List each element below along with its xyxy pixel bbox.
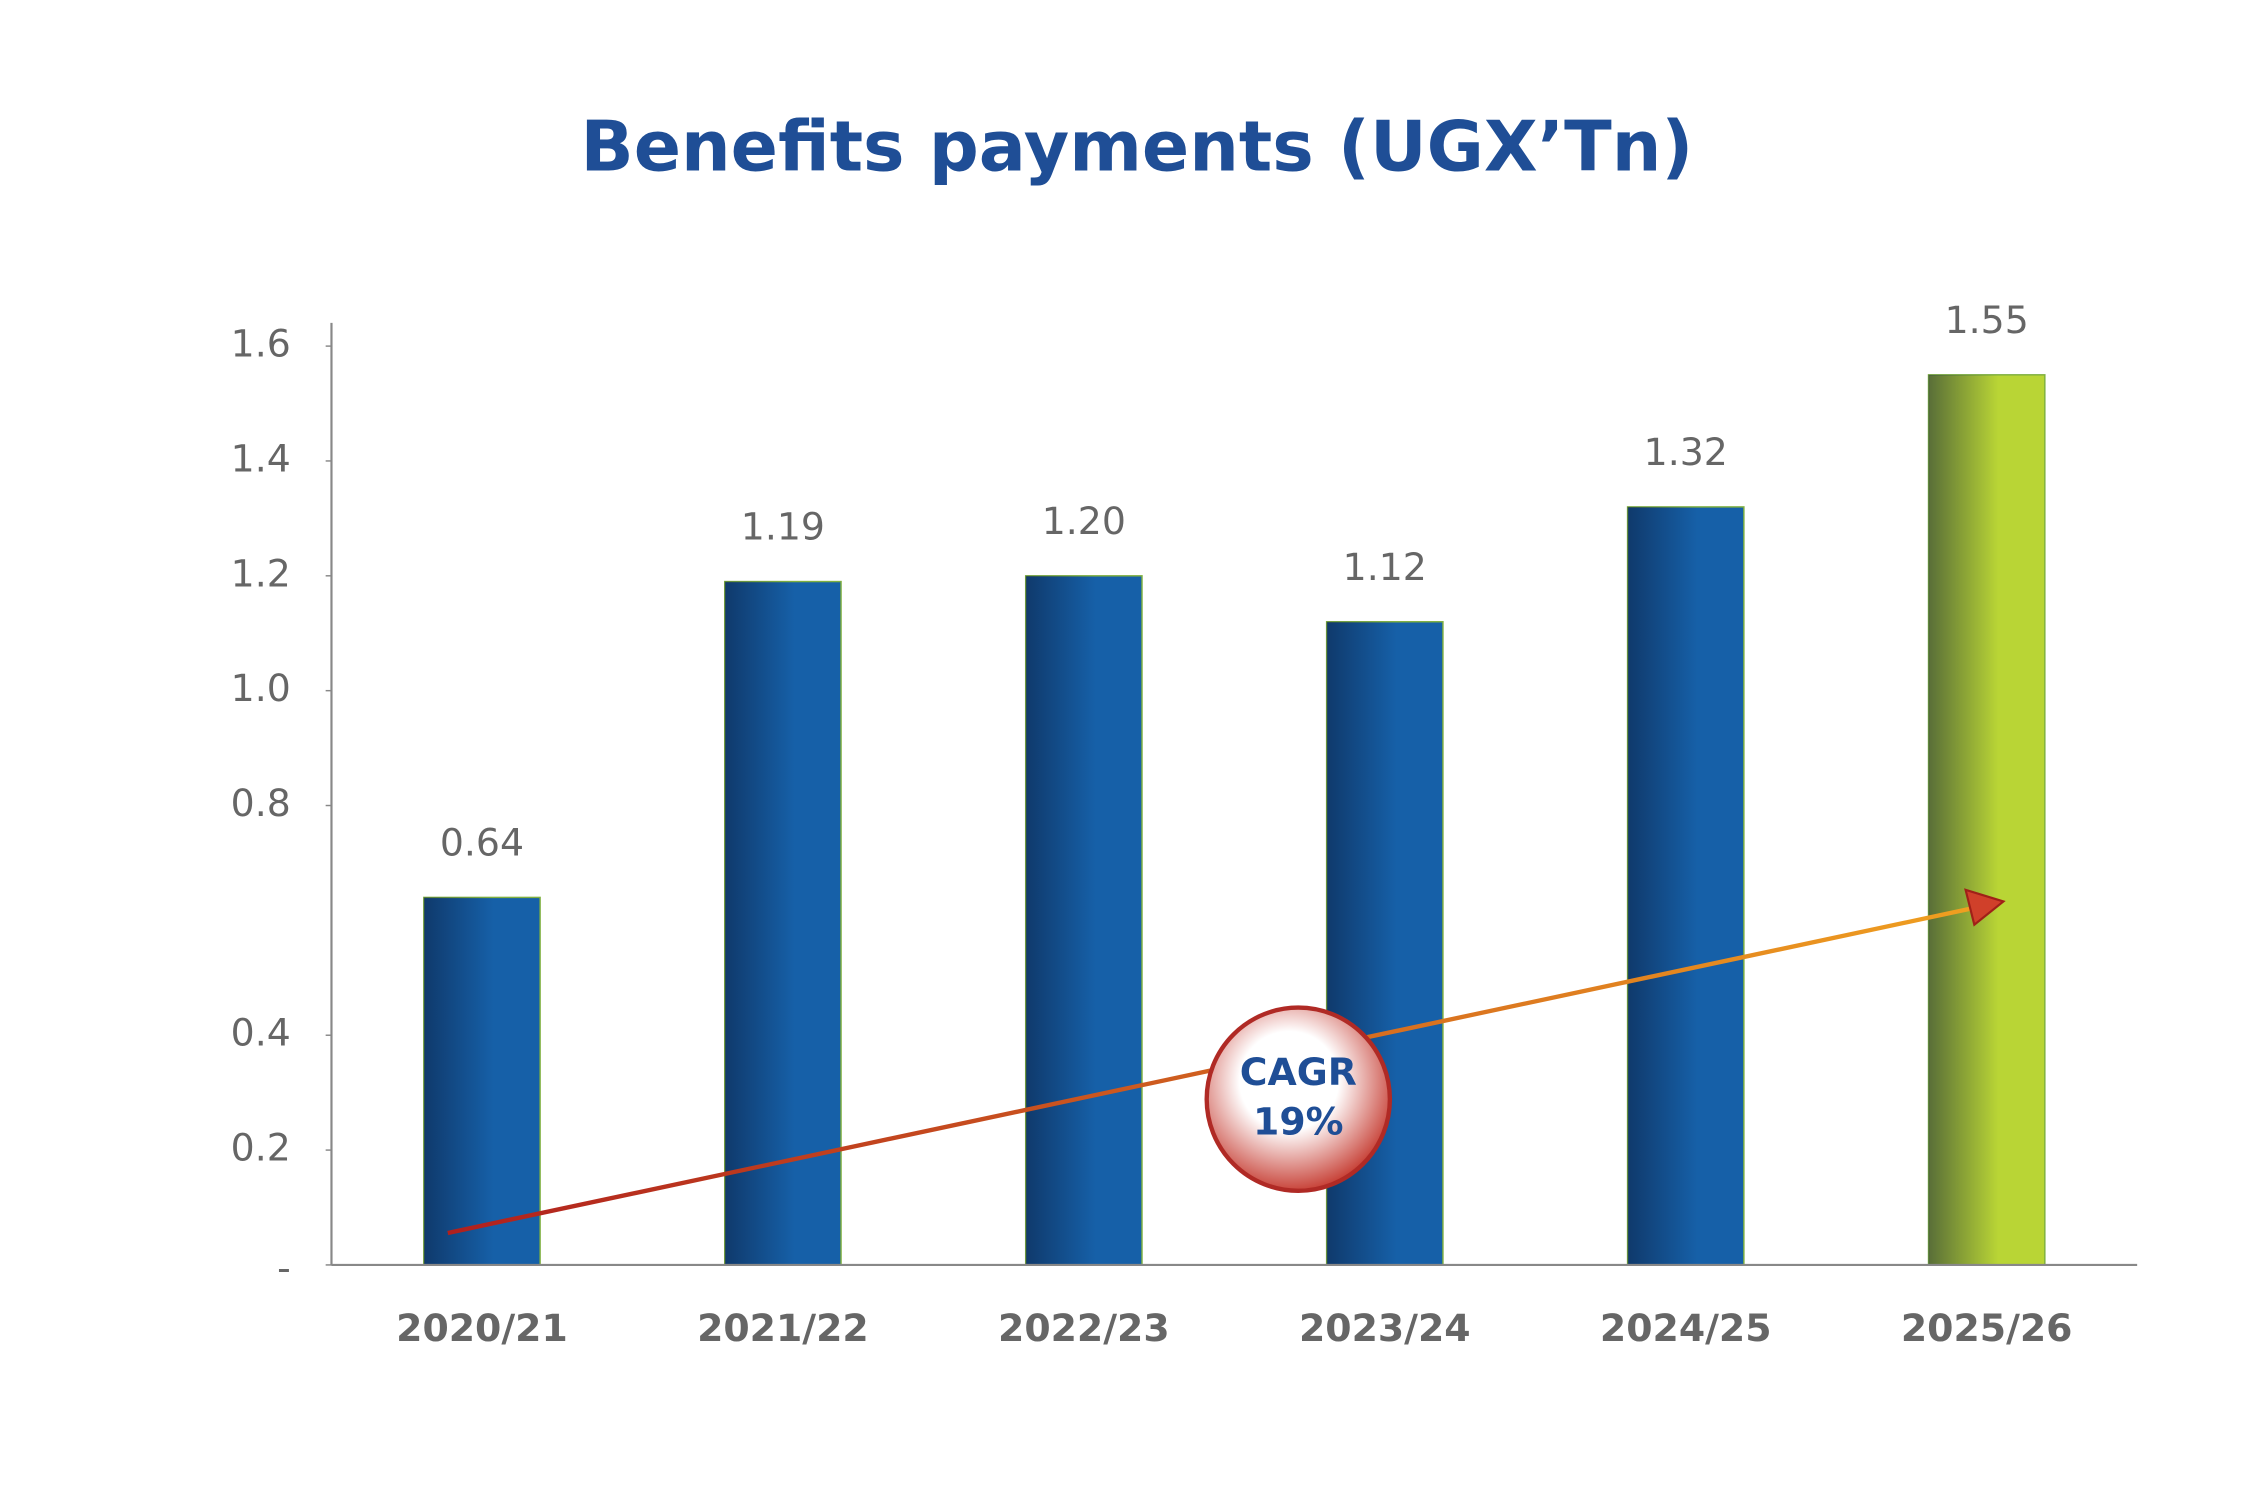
- plot-area: - 0.2 0.4 0.8 1.0 1.2 1.4 1.6 2020/21 0.64 2021/22…: [231, 298, 2073, 1350]
- bar-shade: [1627, 506, 1744, 1265]
- bar-shade: [1928, 374, 2045, 1265]
- chart-title: Benefits payments (UGX’Tn): [581, 106, 1694, 187]
- x-tick-label: 2020/21: [396, 1306, 568, 1350]
- x-tick-label: 2023/24: [1299, 1306, 1471, 1350]
- x-tick-label: 2024/25: [1600, 1306, 1772, 1350]
- value-label: 1.20: [1042, 499, 1126, 543]
- value-label: 1.32: [1644, 430, 1728, 474]
- y-tick-label: 0.8: [231, 781, 291, 825]
- cagr-label: CAGR: [1240, 1050, 1357, 1094]
- y-tick-label: 1.4: [231, 436, 291, 480]
- y-tick-label: 1.0: [231, 666, 291, 710]
- cagr-badge: [1204, 1005, 1393, 1193]
- arrow-head: [1964, 888, 2006, 927]
- x-tick-label: 2021/22: [697, 1306, 869, 1350]
- bar-shade: [423, 897, 541, 1265]
- cagr-value: 19%: [1253, 1099, 1343, 1143]
- value-label: 0.64: [440, 821, 524, 865]
- value-label: 1.55: [1945, 298, 2029, 342]
- value-label: 1.12: [1343, 545, 1427, 589]
- bar-shade: [1025, 575, 1142, 1265]
- y-tick-label: 0.2: [231, 1126, 291, 1170]
- x-tick-label: 2022/23: [998, 1306, 1170, 1350]
- y-tick-label: 1.6: [231, 322, 291, 366]
- value-label: 1.19: [741, 505, 825, 549]
- y-tick-label: 0.4: [231, 1011, 291, 1055]
- bar-shade: [724, 581, 842, 1265]
- y-tick-label: 1.2: [231, 551, 291, 595]
- x-tick-label: 2025/26: [1901, 1306, 2073, 1350]
- y-tick-label: -: [277, 1246, 291, 1290]
